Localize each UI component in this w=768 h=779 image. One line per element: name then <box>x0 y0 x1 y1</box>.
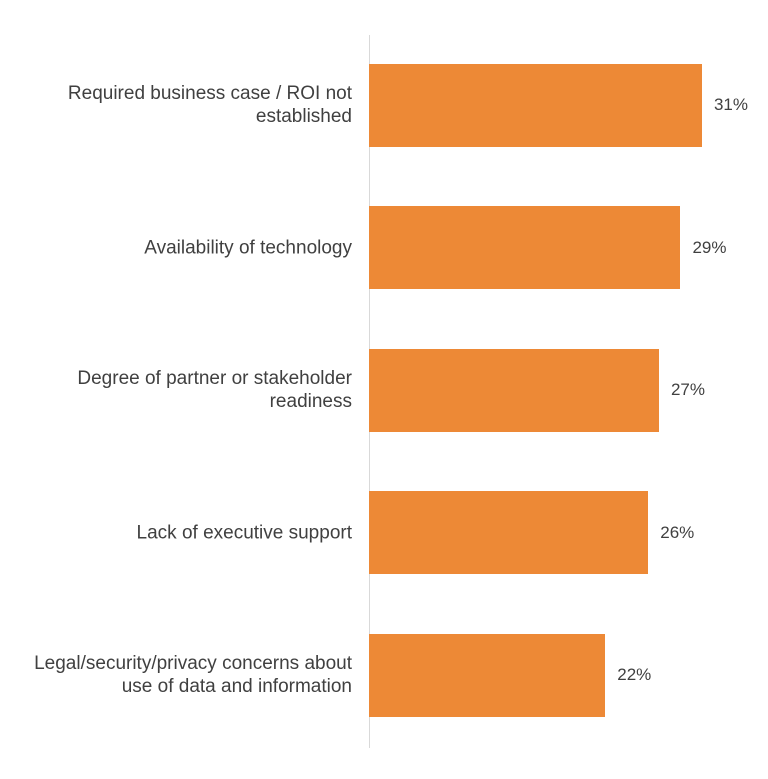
bar <box>369 206 681 289</box>
value-label: 27% <box>670 380 705 399</box>
value-label: 29% <box>692 237 727 257</box>
y-tick-label: Degree of partner or stakeholder readine… <box>77 368 352 412</box>
y-tick-label: Lack of executive support <box>136 522 352 543</box>
y-tick-label: Availability of technology <box>144 237 352 258</box>
y-tick-label: Legal/security/privacy concerns about us… <box>34 653 352 697</box>
bar <box>369 348 659 432</box>
value-label: 22% <box>617 665 652 684</box>
bar <box>369 63 702 147</box>
bar <box>369 491 649 574</box>
value-label: 31% <box>713 95 748 114</box>
bar <box>369 633 606 717</box>
value-label: 26% <box>660 522 695 542</box>
y-tick-label: Required business case / ROI not establi… <box>67 83 352 127</box>
